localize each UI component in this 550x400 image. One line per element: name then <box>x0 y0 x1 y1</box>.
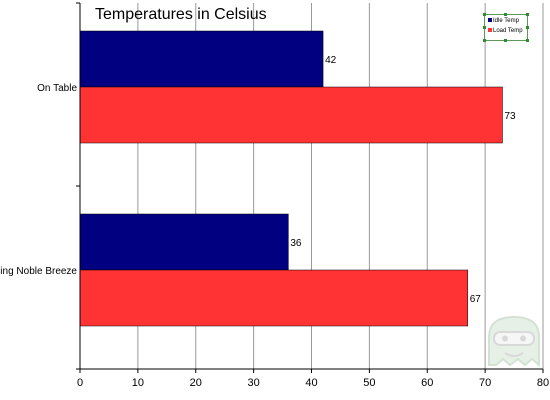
legend-resize-handle[interactable] <box>526 13 529 16</box>
ghost-face-watermark-icon <box>488 315 540 368</box>
legend-resize-handle[interactable] <box>483 13 486 16</box>
x-tick-label: 60 <box>421 377 433 389</box>
legend-swatch-load <box>488 28 492 33</box>
data-label: 36 <box>290 238 302 249</box>
x-tick-label: 80 <box>537 377 549 389</box>
legend-label-idle: Idle Temp <box>493 18 519 24</box>
legend-resize-handle[interactable] <box>526 39 529 42</box>
x-tick-label: 20 <box>190 377 202 389</box>
x-tick-label: 70 <box>479 377 491 389</box>
data-label: 42 <box>325 55 337 66</box>
bar-0-1 <box>79 213 289 271</box>
legend-resize-handle[interactable] <box>504 39 507 42</box>
data-label: 67 <box>470 294 482 305</box>
legend-resize-handle[interactable] <box>483 26 486 29</box>
legend-swatch-idle <box>488 18 492 23</box>
legend-resize-handle[interactable] <box>483 39 486 42</box>
bar-0-0 <box>79 30 324 88</box>
legend-item-load: Load Temp <box>488 28 523 35</box>
legend-label-load: Load Temp <box>493 28 523 34</box>
data-label: 73 <box>504 111 516 122</box>
x-tick-label: 40 <box>305 377 317 389</box>
chart-title: Temperatures in Celsius <box>95 6 267 23</box>
category-label: On Table <box>37 83 77 94</box>
x-tick-label: 30 <box>248 377 260 389</box>
x-tick-label: 50 <box>363 377 375 389</box>
legend-item-idle: Idle Temp <box>488 18 519 25</box>
bars <box>79 30 503 327</box>
legend-resize-handle[interactable] <box>504 13 507 16</box>
bar-1-1 <box>79 269 469 327</box>
legend[interactable]: Idle Temp Load Temp <box>483 13 529 42</box>
labels: 42 73 On Table 36 67 Using Noble Breeze 0 10 20 3… <box>0 55 549 389</box>
x-tick-label: 10 <box>132 377 144 389</box>
category-label: Using Noble Breeze <box>0 266 77 277</box>
bar-1-0 <box>79 86 503 144</box>
legend-resize-handle[interactable] <box>526 26 529 29</box>
axes <box>76 2 544 373</box>
x-tick-label: 0 <box>77 377 83 389</box>
